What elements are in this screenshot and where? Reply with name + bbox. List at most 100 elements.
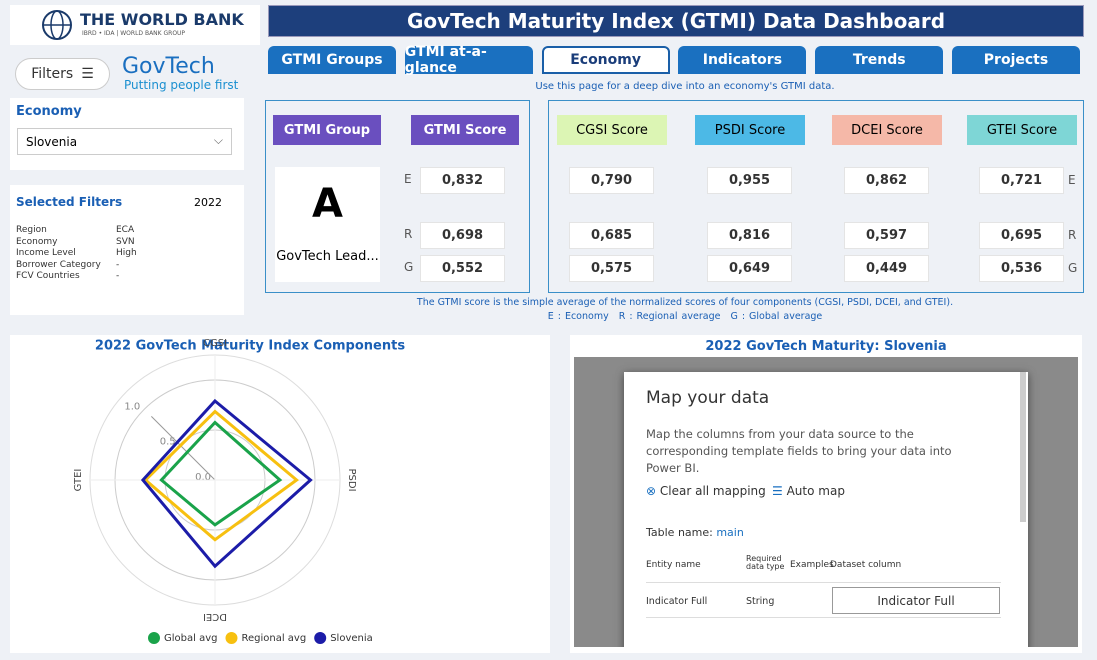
tab[interactable]: GTMI Groups [268,46,396,74]
auto-map[interactable]: ☰ Auto map [772,484,845,498]
filter-key: Borrower Category [16,259,101,270]
component-header: CGSI Score [557,115,667,145]
scrollbar [1020,372,1026,522]
dropdown-value: Slovenia [26,135,78,149]
component-score: 0,955 [707,167,792,194]
clear-label: Clear all mapping [659,484,766,498]
legend-label: Slovenia [330,633,373,644]
series-polygon [143,409,300,542]
group-header: GTMI Group [273,115,381,145]
column-dropdown[interactable]: Indicator Full [832,587,1000,614]
logo-title: THE WORLD BANK [80,10,244,29]
r-tick-label: 0.5 [160,437,176,448]
filter-key: Region [16,225,47,235]
legend-item: G : Global average [730,311,823,322]
component-header: PSDI Score [695,115,805,145]
series-polygon [159,420,283,527]
score-header: GTMI Score [411,115,519,145]
map-panel: 2022 GovTech Maturity: Slovenia Map your… [570,335,1082,653]
row-entity: Indicator Full [646,596,708,607]
globe-icon [42,10,72,40]
gtmi-score: 0,698 [420,222,505,249]
filters-icon: ☰ [81,66,94,82]
tab[interactable]: Indicators [678,46,807,74]
row-type: String [746,596,775,607]
component-header: GTEI Score [967,115,1077,145]
component-score: 0,816 [707,222,792,249]
clear-mapping[interactable]: ⊗ Clear all mapping [646,484,766,498]
dialog-title: Map your data [646,388,770,408]
table-name: Table name: main [646,526,744,539]
divider [646,582,1001,583]
group-name: GovTech Lead... [276,249,379,264]
radar-panel: 2022 GovTech Maturity Index Components 0… [10,335,550,653]
govtech-tagline: Putting people first [124,78,239,92]
table-label: Table name: [646,526,713,539]
group-panel: GTMI Group GTMI Score A GovTech Lead... … [265,100,530,293]
components-panel: CGSI Score PSDI Score DCEI Score GTEI Score… [548,100,1084,293]
component-score: 0,649 [707,255,792,282]
dialog-description: Map the columns from your data source to… [646,427,952,475]
footnote-legend: E : Economy R : Regional average G : Globa… [268,311,1097,322]
legend-marker [314,632,327,644]
logo: THE WORLD BANK IBRD • IDA | WORLD BANK G… [10,5,260,45]
component-score: 0,695 [979,222,1064,249]
filter-value: High [116,248,137,258]
component-score: 0,721 [979,167,1064,194]
filter-key: Economy [16,236,58,247]
selected-filters: Selected Filters 2022 Region ECA Economy SV… [10,185,244,315]
col-header: Entity name [646,560,701,570]
row-key: G [404,260,414,274]
tab[interactable]: Economy [541,46,670,74]
tab[interactable]: Projects [952,46,1080,74]
component-score: 0,575 [569,255,654,282]
legend-marker [225,632,238,644]
row-key: R [1068,228,1077,242]
legend-item: R : Regional average [618,311,721,322]
gtmi-score: 0,832 [420,167,505,194]
govtech-name: GovTech [122,54,215,79]
divider [646,617,1001,618]
legend-label: Regional avg [241,633,306,644]
axis-pointer [151,416,216,481]
filters-label: Filters [31,66,74,82]
row-key: E [1068,173,1076,187]
economy-dropdown[interactable]: Slovenia ⌵ [17,128,232,155]
component-score: 0,862 [844,167,929,194]
legend-item: E : Economy [547,311,609,322]
legend-label: Global avg [164,633,217,644]
component-score: 0,536 [979,255,1064,282]
component-score: 0,685 [569,222,654,249]
radar-chart: 2022 GovTech Maturity Index Components 0… [73,338,405,644]
filter-value: - [116,259,120,270]
dropdown-arrow: ⌵ [213,133,223,147]
row-key: E [404,172,412,186]
category-label: CGSI [203,338,227,349]
component-header: DCEI Score [832,115,942,145]
component-score: 0,790 [569,167,654,194]
category-label: DCEI [203,611,227,622]
col-header: Required data type [746,554,785,571]
table-value: main [716,526,744,539]
group-letter: A [312,181,343,227]
filter-value: - [116,271,120,281]
dropdown-value: Indicator Full [877,593,955,608]
filters-title: Selected Filters [16,195,123,209]
map-title: 2022 GovTech Maturity: Slovenia [705,339,947,354]
tab[interactable]: Trends [815,46,944,74]
chart-title: 2022 GovTech Maturity Index Components [95,339,405,354]
filters-button[interactable]: Filters ☰ [15,58,110,90]
component-score: 0,449 [844,255,929,282]
map-dialog: Map your data Map the columns from your … [624,372,1028,647]
filter-key: Income Level [16,248,76,258]
series-polygon [140,398,313,569]
filter-key: FCV Countries [16,271,80,281]
col-header: Dataset column [830,560,902,570]
instruction: Use this page for a deep dive into an ec… [535,81,835,92]
category-label: GTEI [73,469,84,492]
filter-value: ECA [116,225,135,235]
group-card: A GovTech Lead... [275,167,380,282]
tab[interactable]: GTMI at-a-glance [404,44,533,76]
row-key: G [1068,261,1078,275]
